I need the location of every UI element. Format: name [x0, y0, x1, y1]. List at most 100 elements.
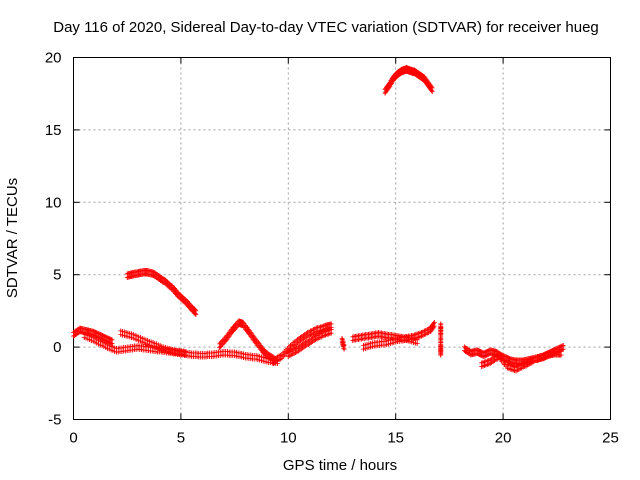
x-tick-label: 10 [280, 430, 297, 447]
data-point: ‡ [246, 350, 252, 363]
data-point: ‡ [414, 67, 420, 80]
data-point: ‡ [402, 333, 408, 346]
data-point: ‡ [388, 77, 394, 90]
data-point: ‡ [530, 353, 536, 366]
data-point: ‡ [159, 273, 165, 286]
data-point: ‡ [103, 332, 109, 345]
data-point: ‡ [390, 73, 396, 86]
data-point: ‡ [311, 332, 317, 345]
data-point: ‡ [116, 344, 122, 357]
data-point: ‡ [147, 337, 153, 350]
data-point: ‡ [559, 342, 565, 355]
data-point: ‡ [504, 353, 510, 366]
data-point: ‡ [495, 348, 501, 361]
data-point: ‡ [535, 352, 541, 365]
data-point: ‡ [271, 355, 277, 368]
data-point: ‡ [357, 331, 363, 344]
data-point: ‡ [273, 354, 279, 367]
data-point: ‡ [543, 349, 549, 362]
y-tick-label: 15 [45, 122, 62, 139]
data-point: ‡ [278, 351, 284, 364]
data-point: ‡ [83, 325, 89, 338]
data-point: ‡ [391, 334, 397, 347]
data-point: ‡ [524, 355, 530, 368]
data-point: ‡ [147, 267, 153, 280]
data-point: ‡ [438, 325, 444, 338]
data-point: ‡ [475, 345, 481, 358]
data-point: ‡ [288, 341, 294, 354]
data-point: ‡ [257, 352, 263, 365]
series-arc-low-h: ‡‡‡‡‡‡‡‡‡‡‡‡‡‡‡‡‡‡‡‡‡‡‡‡‡‡‡‡‡‡‡‡‡‡‡‡‡‡‡‡… [350, 318, 438, 345]
data-point: ‡ [152, 269, 158, 282]
data-point: ‡ [484, 347, 490, 360]
data-point: ‡ [114, 344, 120, 357]
data-point: ‡ [438, 342, 444, 355]
data-point: ‡ [427, 80, 433, 93]
data-point: ‡ [149, 267, 155, 280]
data-point: ‡ [525, 357, 531, 370]
data-point: ‡ [393, 334, 399, 347]
data-point: ‡ [132, 331, 138, 344]
data-point: ‡ [79, 324, 85, 337]
data-point: ‡ [540, 351, 546, 364]
data-point: ‡ [375, 338, 381, 351]
data-point: ‡ [438, 343, 444, 356]
data-point: ‡ [84, 325, 90, 338]
data-point: ‡ [138, 333, 144, 346]
data-point: ‡ [234, 348, 240, 361]
data-point: ‡ [389, 330, 395, 343]
data-point: ‡ [512, 362, 518, 375]
data-point: ‡ [438, 341, 444, 354]
data-point: ‡ [226, 347, 232, 360]
data-point: ‡ [522, 355, 528, 368]
data-point: ‡ [212, 348, 218, 361]
data-point: ‡ [533, 353, 539, 366]
data-point: ‡ [412, 330, 418, 343]
data-point: ‡ [495, 351, 501, 364]
data-point: ‡ [182, 347, 188, 360]
data-point: ‡ [269, 355, 275, 368]
data-point: ‡ [269, 352, 275, 365]
data-point: ‡ [127, 269, 133, 282]
data-point: ‡ [101, 331, 107, 344]
data-point: ‡ [438, 346, 444, 359]
series-arc-low-m: ‡‡‡‡‡‡‡‡‡‡‡‡‡‡‡‡‡‡‡‡‡‡‡‡‡ [535, 341, 567, 366]
x-tick-label: 15 [387, 430, 404, 447]
data-point: ‡ [235, 318, 241, 331]
data-point: ‡ [307, 335, 313, 348]
data-point: ‡ [399, 65, 405, 78]
data-point: ‡ [553, 347, 559, 360]
plot-frame [73, 57, 611, 420]
data-point: ‡ [413, 335, 419, 348]
data-point: ‡ [366, 330, 372, 343]
data-point: ‡ [85, 331, 91, 344]
data-point: ‡ [315, 323, 321, 336]
data-point: ‡ [247, 327, 253, 340]
data-point: ‡ [489, 346, 495, 359]
data-point: ‡ [273, 355, 279, 368]
data-point: ‡ [152, 339, 158, 352]
series-arc-mid: ‡‡‡‡‡‡‡‡‡‡‡‡‡‡‡‡‡‡‡‡‡‡‡‡‡‡‡‡‡‡‡‡‡‡‡‡‡‡‡‡… [124, 266, 199, 320]
data-point: ‡ [509, 361, 515, 374]
data-point: ‡ [438, 339, 444, 352]
axis-ticks [73, 57, 611, 420]
data-point: ‡ [485, 346, 491, 359]
data-point: ‡ [387, 79, 393, 92]
data-point: ‡ [490, 346, 496, 359]
data-point: ‡ [87, 326, 93, 339]
data-point: ‡ [259, 343, 265, 356]
data-point: ‡ [173, 346, 179, 359]
data-point: ‡ [366, 340, 372, 353]
data-point: ‡ [184, 348, 190, 361]
data-point: ‡ [520, 359, 526, 372]
data-point: ‡ [498, 350, 504, 363]
data-point: ‡ [403, 332, 409, 345]
data-point: ‡ [154, 340, 160, 353]
data-point: ‡ [283, 345, 289, 358]
data-point: ‡ [506, 360, 512, 373]
data-point: ‡ [553, 344, 559, 357]
data-point: ‡ [412, 66, 418, 79]
data-point: ‡ [528, 354, 534, 367]
data-point: ‡ [409, 331, 415, 344]
data-point: ‡ [412, 66, 418, 79]
